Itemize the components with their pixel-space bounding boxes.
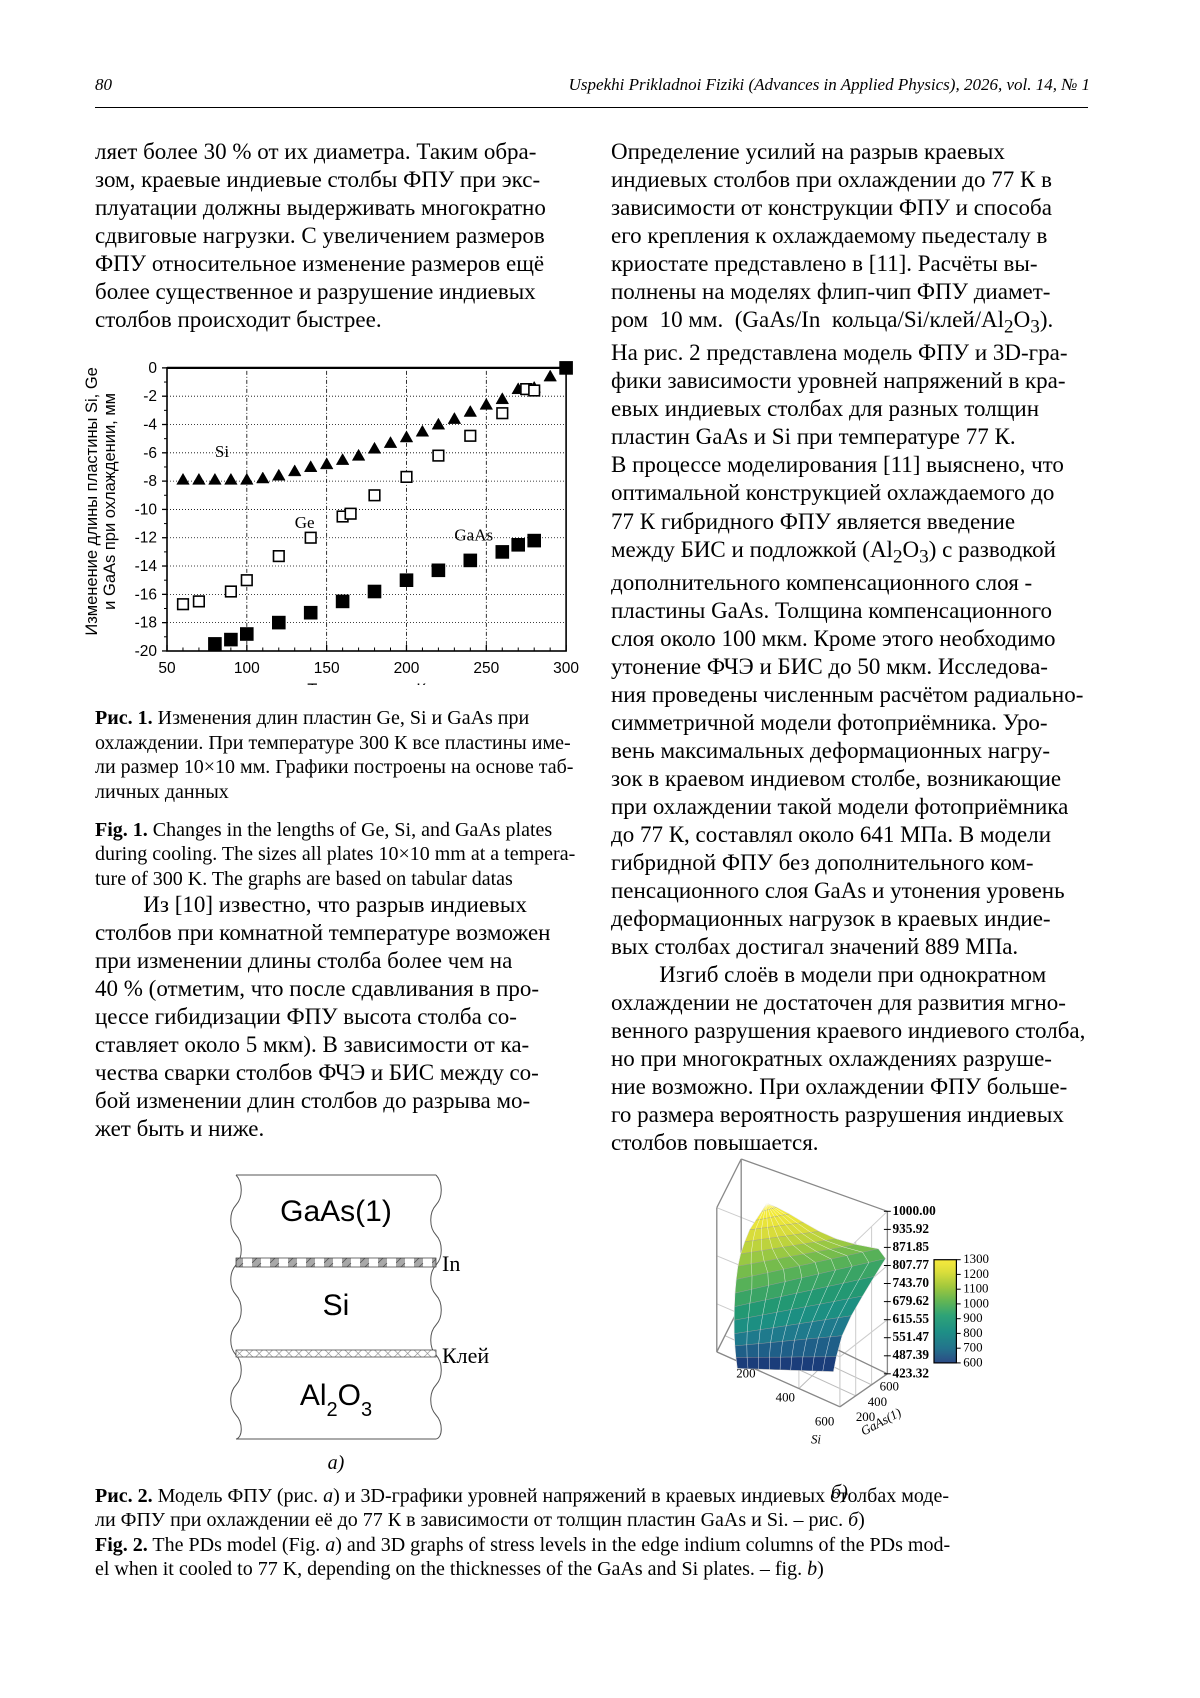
svg-text:400: 400 — [868, 1395, 887, 1409]
svg-text:1000.00: 1000.00 — [893, 1203, 937, 1218]
svg-text:-20: -20 — [135, 643, 158, 660]
svg-text:-10: -10 — [135, 502, 158, 519]
svg-text:-2: -2 — [143, 389, 157, 406]
svg-text:487.39: 487.39 — [893, 1347, 930, 1362]
svg-text:250: 250 — [473, 660, 499, 677]
svg-text:200: 200 — [394, 660, 420, 677]
svg-text:0: 0 — [148, 360, 157, 377]
svg-text:1300: 1300 — [963, 1252, 989, 1266]
svg-text:GaAs(1): GaAs(1) — [280, 1195, 392, 1228]
svg-text:679.62: 679.62 — [893, 1293, 930, 1308]
svg-text:In: In — [442, 1251, 460, 1276]
svg-text:Температура, К: Температура, К — [307, 681, 426, 685]
svg-text:GaAs: GaAs — [454, 526, 493, 545]
svg-text:Изменение длины пластины Si, G: Изменение длины пластины Si, Ge — [83, 367, 101, 636]
svg-text:а): а) — [328, 1452, 345, 1474]
svg-text:1000: 1000 — [963, 1296, 989, 1310]
svg-text:Клей: Клей — [442, 1343, 489, 1368]
svg-text:300: 300 — [553, 660, 579, 677]
svg-text:1100: 1100 — [963, 1282, 988, 1296]
svg-text:50: 50 — [158, 660, 176, 677]
svg-text:935.92: 935.92 — [893, 1221, 930, 1236]
svg-text:-18: -18 — [135, 615, 157, 632]
svg-text:900: 900 — [963, 1311, 982, 1325]
svg-text:-6: -6 — [143, 445, 157, 462]
svg-text:200: 200 — [736, 1367, 755, 1381]
svg-text:871.85: 871.85 — [893, 1239, 930, 1254]
svg-text:100: 100 — [234, 660, 260, 677]
svg-text:Ge: Ge — [295, 513, 315, 532]
svg-text:807.77: 807.77 — [893, 1257, 930, 1272]
svg-text:-14: -14 — [135, 558, 158, 575]
svg-text:800: 800 — [963, 1326, 982, 1340]
svg-text:Si: Si — [215, 442, 229, 461]
svg-text:-16: -16 — [135, 587, 157, 604]
svg-text:и GaAs при охлаждении, мм: и GaAs при охлаждении, мм — [101, 393, 119, 610]
svg-text:600: 600 — [963, 1355, 982, 1369]
svg-text:743.70: 743.70 — [893, 1275, 930, 1290]
svg-text:-4: -4 — [143, 417, 157, 434]
svg-text:Al2O3: Al2O3 — [300, 1379, 372, 1421]
svg-text:400: 400 — [776, 1391, 795, 1405]
svg-text:-12: -12 — [135, 530, 157, 547]
svg-text:700: 700 — [963, 1341, 982, 1355]
svg-text:615.55: 615.55 — [893, 1311, 930, 1326]
svg-text:-8: -8 — [143, 473, 157, 490]
svg-text:Si: Si — [811, 1432, 821, 1446]
svg-text:600: 600 — [815, 1415, 834, 1429]
svg-text:551.47: 551.47 — [893, 1329, 930, 1344]
svg-text:150: 150 — [314, 660, 340, 677]
svg-text:600: 600 — [880, 1380, 899, 1394]
svg-text:Si: Si — [323, 1289, 350, 1322]
svg-text:423.32: 423.32 — [893, 1365, 930, 1380]
svg-text:1200: 1200 — [963, 1267, 989, 1281]
